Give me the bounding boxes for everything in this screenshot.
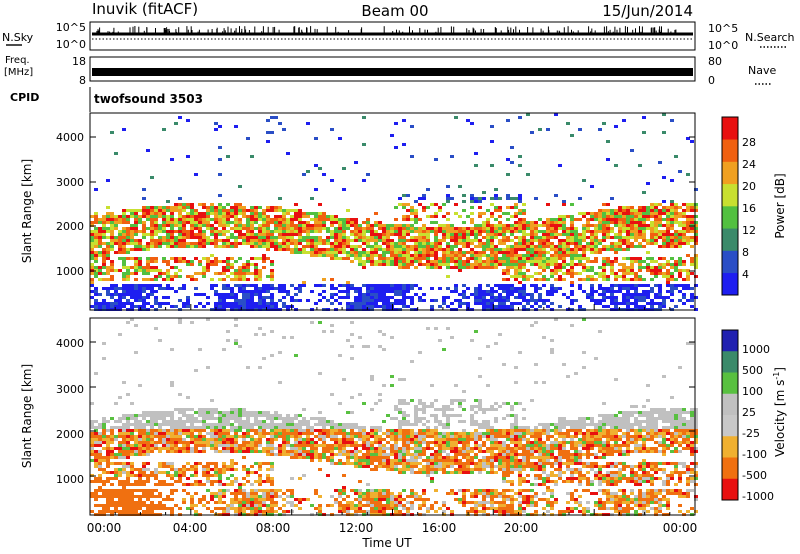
freq-unit-label: [MHz] (4, 67, 33, 78)
vel-cbar-tick-neg1000: -1000 (742, 490, 774, 503)
xtick-0400: 04:00 (173, 521, 208, 535)
xtick-1200: 12:00 (339, 521, 374, 535)
power-cbar-tick-4: 4 (742, 268, 749, 281)
velocity-colorbar-band (722, 415, 738, 437)
vel-ytick-1000: 1000 (56, 473, 84, 486)
noise-left-tick-top: 10^5 (56, 21, 86, 34)
noise-left-tick-bottom: 10^0 (56, 38, 86, 51)
vel-ytick-2000: 2000 (56, 428, 84, 441)
freq-panel-frame (89, 56, 696, 82)
power-cbar-tick-8: 8 (742, 246, 749, 259)
power-colorbar-band (722, 250, 738, 274)
noise-traces (92, 26, 693, 40)
power-ylabel: Slant Range [km] (20, 159, 34, 263)
vel-cbar-tick-neg100: -100 (742, 448, 767, 461)
vel-cbar-tick-neg25: -25 (742, 427, 760, 440)
noise-left-label: N.Sky (2, 31, 34, 44)
power-ytick-2000: 2000 (56, 220, 84, 233)
velocity-colorbar-band (722, 436, 738, 458)
power-cbar-tick-12: 12 (742, 224, 756, 237)
power-colorbar-frame (721, 116, 739, 296)
date-title: 15/Jun/2014 (602, 2, 693, 20)
power-cbar-tick-24: 24 (742, 158, 756, 171)
velocity-colorbar-frame (721, 329, 739, 501)
freq-left-tick-bottom: 8 (79, 74, 86, 87)
station-title: Inuvik (fitACF) (92, 0, 198, 18)
cpid-value: twofsound 3503 (94, 92, 203, 106)
power-cbar-tick-16: 16 (742, 202, 756, 215)
power-ytick-3000: 3000 (56, 176, 84, 189)
power-cbar-tick-28: 28 (742, 136, 756, 149)
vel-cbar-tick-100: 100 (742, 385, 763, 398)
nave-label: Nave (748, 64, 776, 77)
freq-left-tick-top: 18 (72, 55, 86, 68)
vel-cbar-tick-neg500: -500 (742, 469, 767, 482)
vel-ylabel: Slant Range [km] (20, 364, 34, 468)
power-colorbar-band (722, 183, 738, 207)
velocity-colorbar-band (722, 330, 738, 352)
power-colorbar: 4 8 12 16 20 24 28 Power [dB] (721, 116, 787, 296)
noise-right-tick-bottom: 10^0 (708, 39, 738, 52)
power-colorbar-band (722, 228, 738, 251)
freq-traces (92, 68, 693, 76)
power-cbar-tick-20: 20 (742, 180, 756, 193)
xtick-2000: 20:00 (504, 521, 539, 535)
vel-cbar-tick-25: 25 (742, 406, 756, 419)
power-ytick-4000: 4000 (56, 131, 84, 144)
beam-title: Beam 00 (361, 2, 428, 20)
power-cbar-label: Power [dB] (773, 173, 787, 238)
cpid-label: CPID (10, 91, 39, 104)
power-colorbar-band (722, 272, 738, 296)
vel-cbar-tick-500: 500 (742, 364, 763, 377)
vel-cbar-tick-1000: 1000 (742, 343, 770, 356)
velocity-panel: 1000 2000 3000 4000 Slant Range [km] 00:… (20, 317, 698, 550)
velocity-axis-ticks (89, 341, 696, 515)
xtick-1600: 16:00 (422, 521, 457, 535)
vel-cbar-label: Velocity [m s-1] (772, 367, 787, 457)
power-panel: 1000 2000 3000 4000 Slant Range [km] (20, 112, 698, 311)
velocity-colorbar-band (722, 351, 738, 373)
power-colorbar-band (722, 206, 738, 229)
freq-right-tick-bottom: 0 (708, 74, 715, 87)
power-colorbar-band (722, 117, 738, 140)
vel-ytick-3000: 3000 (56, 383, 84, 396)
noise-panel-frame (89, 21, 696, 51)
power-axis-ticks (89, 136, 696, 310)
velocity-colorbar-band (722, 393, 738, 416)
power-ytick-1000: 1000 (56, 265, 84, 278)
xtick-0000-start: 00:00 (87, 521, 122, 535)
xlabel: Time UT (361, 536, 412, 550)
noise-right-tick-top: 10^5 (708, 22, 738, 35)
velocity-colorbar: 1000 500 100 25 -25 -100 -500 -1000 Velo… (721, 329, 787, 503)
velocity-colorbar-band (722, 457, 738, 480)
power-heatmap (90, 113, 698, 311)
velocity-colorbar-band (722, 372, 738, 395)
noise-right-label: N.Search (745, 31, 795, 44)
xtick-0800: 08:00 (256, 521, 291, 535)
freq-right-tick-top: 80 (708, 55, 722, 68)
velocity-colorbar-band (722, 478, 738, 501)
xtick-0000-end: 00:00 (663, 521, 698, 535)
velocity-heatmap (90, 318, 698, 516)
power-colorbar-band (722, 139, 738, 162)
power-colorbar-band (722, 161, 738, 185)
vel-ytick-4000: 4000 (56, 337, 84, 350)
freq-label: Freq. (5, 55, 30, 66)
